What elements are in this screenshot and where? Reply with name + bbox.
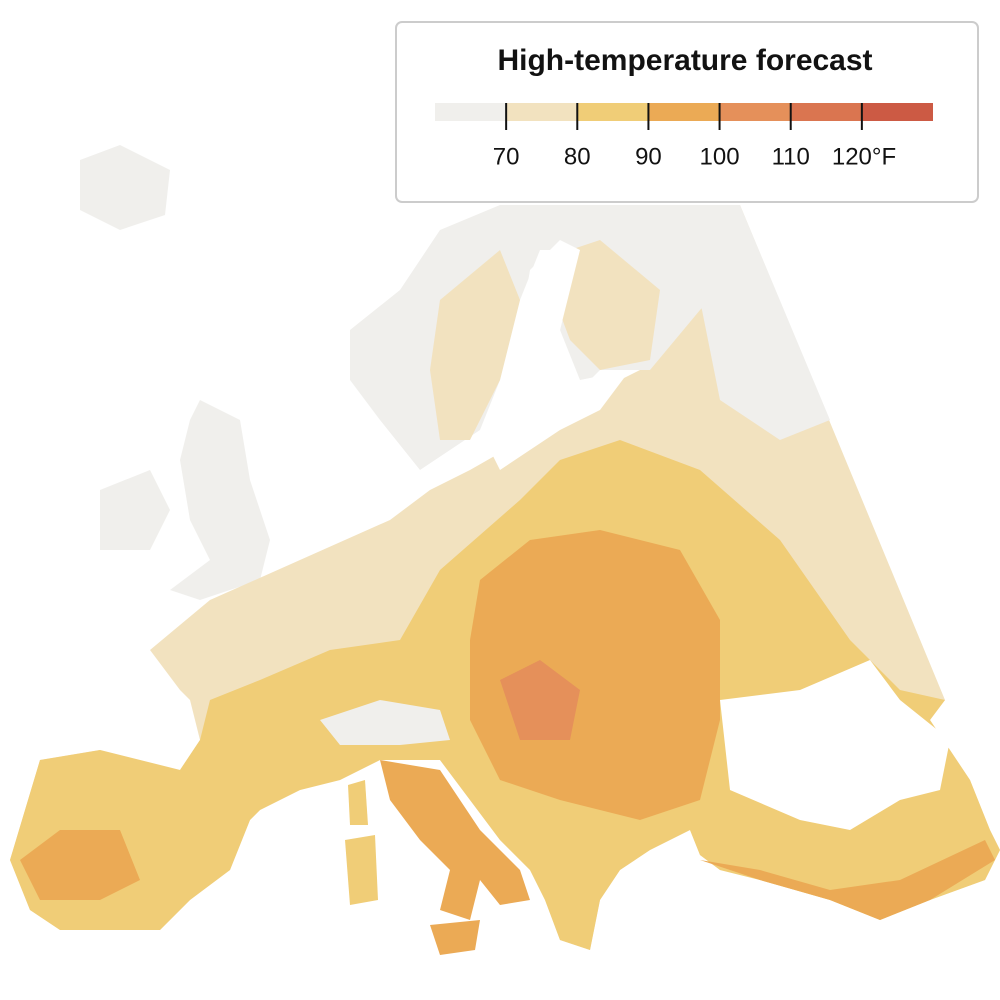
legend-bin [719,103,791,121]
corsica [348,780,368,825]
tick-label: 90 [635,143,662,170]
tick-label: 100 [700,143,740,170]
legend-bin [648,103,720,121]
tick-label: 110 [772,143,810,170]
russia-cool [700,205,830,440]
tick-label: 120°F [832,143,896,170]
legend-bin [506,103,578,121]
legend-bin [577,103,649,121]
legend-bin [861,103,933,121]
legend-title: High-temperature forecast [497,44,872,77]
sicily [430,920,480,955]
sweden-warm [430,250,520,440]
tick-label: 70 [493,143,520,170]
tick-label: 80 [564,143,591,170]
black-sea [720,660,950,830]
britain [170,400,270,600]
legend: High-temperature forecast 70 80 90 100 110 12… [395,21,979,203]
turkey-coast-hot [700,840,995,920]
sardinia [345,835,378,905]
legend-bin [435,103,507,121]
alps-cool [320,700,450,745]
legend-bin [790,103,862,121]
hotter-zone [500,660,580,740]
iberia-hot [20,830,140,900]
ireland [100,470,170,550]
hot-zone [470,530,720,820]
italy [380,760,530,920]
baltic-sea [480,240,630,470]
land [10,145,1000,955]
iceland [80,145,170,230]
